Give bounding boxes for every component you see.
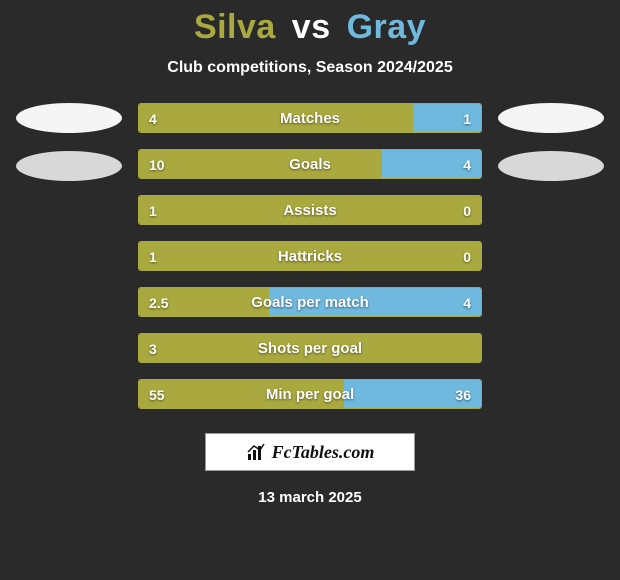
chart-icon	[246, 442, 266, 462]
bar-value-left: 4	[149, 104, 157, 133]
chart-title: Silva vs Gray	[194, 8, 426, 47]
footer-logo: FcTables.com	[205, 433, 415, 471]
bar-label: Shots per goal	[139, 334, 481, 363]
bar-value-right: 36	[455, 380, 471, 409]
bar-row: Goals10 4	[138, 149, 482, 179]
bar-label: Goals per match	[139, 288, 481, 317]
bar-row: Hattricks1 0	[138, 241, 482, 271]
chart-date: 13 march 2025	[258, 489, 361, 506]
bar-value-left: 10	[149, 150, 165, 179]
player2-name: Gray	[347, 8, 427, 46]
bar-value-left: 2.5	[149, 288, 168, 317]
footer-logo-text: FcTables.com	[272, 442, 375, 463]
bar-row: Shots per goal3	[138, 333, 482, 363]
bar-value-left: 55	[149, 380, 165, 409]
bar-row: Min per goal55 36	[138, 379, 482, 409]
main-row: Matches41Goals104Assists10Hattricks10Goa…	[0, 103, 620, 409]
bar-value-left: 3	[149, 334, 157, 363]
left-avatars	[14, 103, 124, 199]
bar-value-right: 4	[463, 150, 471, 179]
bar-label: Hattricks	[139, 242, 481, 271]
bar-row: Matches4 1	[138, 103, 482, 133]
bar-value-left: 1	[149, 242, 157, 271]
player2-club-placeholder	[498, 151, 604, 181]
comparison-bars: Matches41Goals104Assists10Hattricks10Goa…	[138, 103, 482, 409]
bar-label: Matches	[139, 104, 481, 133]
player2-avatar-placeholder	[498, 103, 604, 133]
bar-row: Assists1 0	[138, 195, 482, 225]
bar-value-left: 1	[149, 196, 157, 225]
player1-club-placeholder	[16, 151, 122, 181]
bar-value-right: 0	[463, 196, 471, 225]
bar-label: Min per goal	[139, 380, 481, 409]
vs-text: vs	[292, 8, 331, 46]
chart-container: Silva vs Gray Club competitions, Season …	[0, 0, 620, 580]
bar-value-right: 1	[463, 104, 471, 133]
bar-label: Assists	[139, 196, 481, 225]
player1-avatar-placeholder	[16, 103, 122, 133]
right-avatars	[496, 103, 606, 199]
bar-value-right: 0	[463, 242, 471, 271]
player1-name: Silva	[194, 8, 276, 46]
bar-row: Goals per match2.5 4	[138, 287, 482, 317]
bar-label: Goals	[139, 150, 481, 179]
chart-subtitle: Club competitions, Season 2024/2025	[167, 59, 452, 77]
bar-value-right: 4	[463, 288, 471, 317]
